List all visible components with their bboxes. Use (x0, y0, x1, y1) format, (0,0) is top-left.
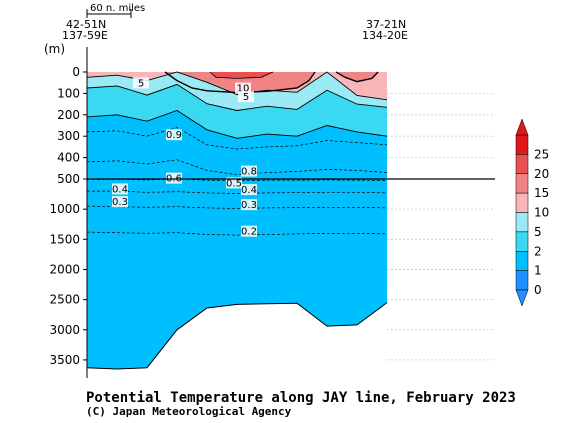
credit-text: (C) Japan Meteorological Agency (86, 405, 292, 418)
colorbar-arrow-top (515, 118, 529, 136)
contour-label: 0.4 (241, 185, 257, 196)
y-tick-layer: 0 100 200 300 400 500 1000 1500 2000 2500 3000 3500 (49, 65, 87, 367)
y-tick-label: 2500 (49, 293, 80, 307)
y-tick-label: 300 (57, 129, 80, 143)
y-tick-label: 3500 (49, 353, 80, 367)
colorbar-tick-label: 2 (534, 244, 542, 258)
contour-0-3 (86, 205, 388, 209)
contour-label: 0.3 (112, 197, 128, 208)
colorbar-swatch (515, 192, 529, 213)
contour-label-bg (238, 91, 254, 103)
contour-0-2 (86, 231, 388, 236)
colorbar-tick-label: 0 (534, 283, 542, 297)
seafloor-mask (87, 302, 387, 378)
contour-label-bg (166, 129, 182, 141)
station-start-lon: 137-59E (62, 29, 108, 42)
colorbar-swatch (515, 251, 529, 271)
seafloor-line (86, 302, 388, 370)
y-tick-label: 100 (57, 86, 80, 100)
band-0-1 (87, 110, 387, 369)
y-tick-label: 3000 (49, 323, 80, 337)
chart-title: Potential Temperature along JAY line, Fe… (86, 390, 516, 406)
contour-label: 0.4 (112, 184, 128, 195)
contour-label: 5 (243, 92, 249, 103)
colorbar-swatch (515, 270, 529, 291)
band-1-2 (87, 84, 387, 139)
band-2-5 (87, 72, 387, 111)
colorbar-tick-label: 15 (534, 186, 549, 200)
contour-10-east (335, 71, 379, 83)
y-axis-unit: (m) (44, 42, 65, 56)
y-tick-label: 500 (57, 172, 80, 186)
contour-1 (86, 110, 388, 139)
contour-0-4 (87, 190, 388, 194)
contour-label-bg (241, 165, 257, 177)
band-15-20 (210, 72, 273, 79)
contour-label: 0.9 (166, 130, 182, 141)
contour-label-bg (241, 225, 257, 237)
contour-label: 0.5 (226, 178, 242, 189)
contour-label-bg (112, 196, 128, 208)
y-tick-label: 200 (57, 108, 80, 122)
contour-2 (86, 83, 388, 111)
contour-0-8 (86, 159, 388, 176)
contour-label: 0.8 (241, 167, 257, 178)
colorbar-tick-label: 10 (534, 206, 549, 220)
contour-label-bg (226, 177, 242, 189)
contour-label-bg (241, 184, 257, 196)
y-tick-label: 1500 (49, 232, 80, 246)
contour-label: 0.2 (241, 227, 257, 238)
y-tick-label: 2000 (49, 262, 80, 276)
contour-label: 10 (237, 84, 250, 95)
contour-label-bg (112, 183, 128, 195)
y-tick-label: 400 (57, 151, 80, 165)
colorbar-swatch (515, 154, 529, 174)
colorbar-tick-label: 25 (534, 147, 549, 161)
contour-label-bg (166, 172, 182, 184)
colorbar-swatch (515, 173, 529, 194)
colorbar-tick-label: 1 (534, 264, 542, 278)
scale-bar: 60 n. miles (86, 3, 145, 18)
colorbar-swatch (515, 231, 529, 252)
contour-label-bg (241, 199, 257, 211)
section-fill-layer (87, 72, 387, 378)
y-tick-label: 1000 (49, 202, 80, 216)
colorbar-tick-label: 20 (534, 167, 549, 181)
station-start-lat: 42-51N (66, 18, 106, 31)
contour-layer (86, 71, 388, 370)
scale-bar-label: 60 n. miles (90, 3, 145, 14)
contour-label-bg (133, 77, 149, 89)
colorbar-tick-label: 5 (534, 225, 542, 239)
contour-label-bg (235, 82, 251, 94)
contour-0-9 (86, 127, 388, 150)
contour-15 (209, 71, 274, 79)
colorbar-swatch (515, 212, 529, 233)
y-tick-label: 0 (72, 65, 80, 79)
contour-label: 5 (138, 78, 144, 89)
contour-label: 0.3 (241, 200, 257, 211)
colorbar-arrow-bottom (515, 289, 529, 307)
station-end-lat: 37-21N (366, 18, 406, 31)
station-end-lon: 134-20E (362, 29, 408, 42)
colorbar-swatch (515, 134, 529, 155)
